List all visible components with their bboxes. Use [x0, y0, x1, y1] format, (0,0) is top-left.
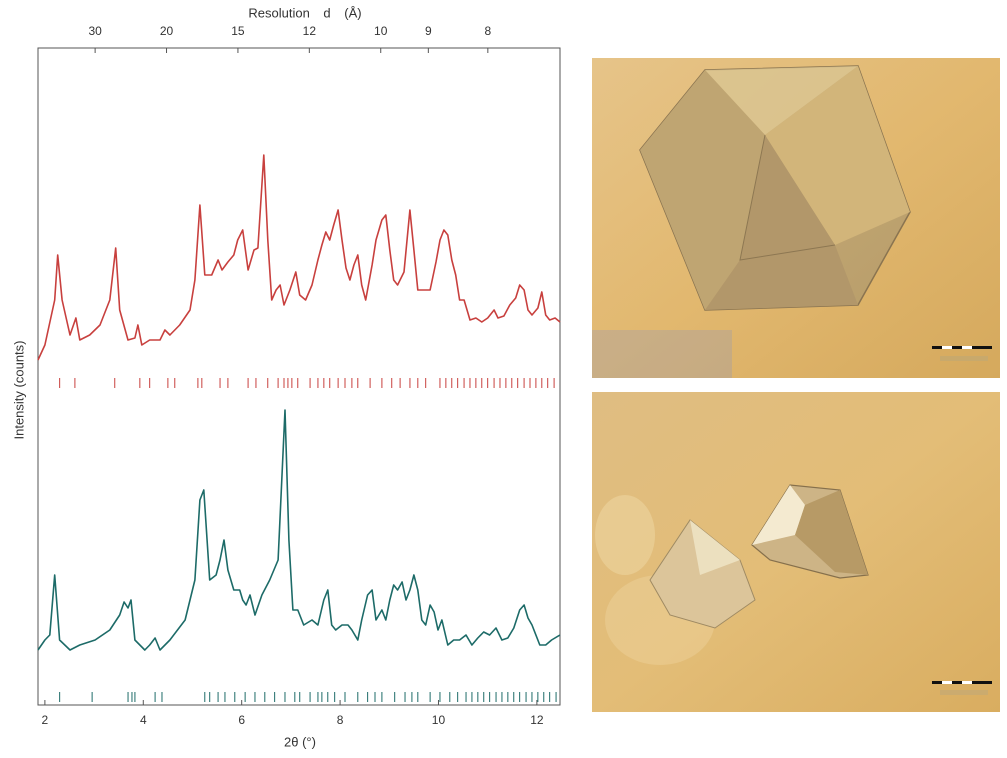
plot-frame — [38, 48, 560, 705]
pattern-line — [38, 410, 560, 650]
page: {"chart_data": { "type": "line", "x2labe… — [0, 0, 1007, 753]
top-tick-label: 20 — [160, 24, 174, 38]
figure: Resolution d (Å) 2θ (°) Intensity (count… — [0, 0, 1007, 753]
x-tick-label: 12 — [530, 713, 544, 727]
x-axis-title: 2θ (°) — [284, 734, 316, 749]
pattern-line — [38, 155, 560, 360]
crystal-photo-2 — [592, 392, 1000, 712]
x-tick-label: 10 — [432, 713, 446, 727]
x-tick-label: 8 — [337, 713, 344, 727]
top-tick-label: 30 — [88, 24, 102, 38]
crystal-photo-1 — [592, 58, 1000, 378]
x-tick-label: 4 — [140, 713, 147, 727]
top-tick-label: 12 — [303, 24, 317, 38]
top-tick-label: 15 — [231, 24, 245, 38]
top-axis-title: Resolution d (Å) — [248, 5, 361, 20]
top-tick-label: 8 — [484, 24, 491, 38]
x-tick-label: 2 — [42, 713, 49, 727]
top-tick-label: 10 — [374, 24, 388, 38]
x-tick-label: 6 — [238, 713, 245, 727]
y-axis-title: Intensity (counts) — [11, 341, 26, 440]
top-tick-label: 9 — [425, 24, 432, 38]
